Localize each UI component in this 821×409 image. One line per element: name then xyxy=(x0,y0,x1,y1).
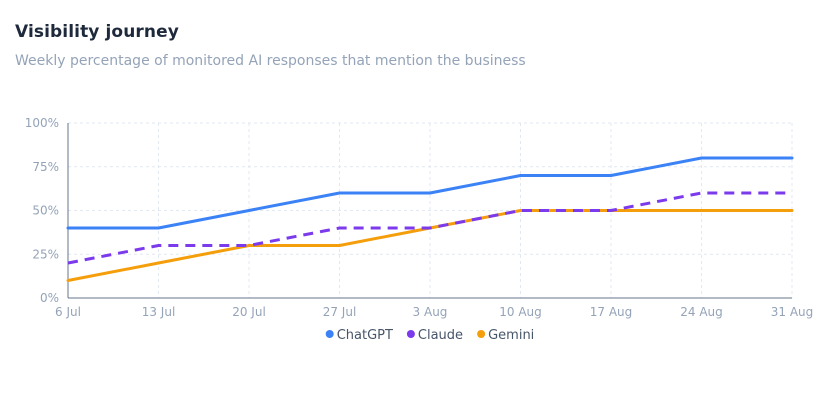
x-tick-label: 13 Jul xyxy=(142,305,176,319)
legend-marker xyxy=(406,330,415,338)
x-tick-label: 20 Jul xyxy=(232,305,266,319)
y-tick-label: 50% xyxy=(32,204,59,218)
x-tick-label: 27 Jul xyxy=(323,305,357,319)
legend-item-chatgpt[interactable]: ChatGPT xyxy=(325,328,393,343)
y-tick-label: 75% xyxy=(32,160,59,174)
x-tick-label: 10 Aug xyxy=(499,305,542,319)
x-tick-label: 17 Aug xyxy=(590,305,633,319)
series-lines xyxy=(66,156,794,282)
y-tick-labels: 0% 25% 50% 75% 100% xyxy=(25,116,59,305)
legend-label: Gemini xyxy=(488,328,534,343)
x-tick-labels: 6 Jul 13 Jul 20 Jul 27 Jul 3 Aug 10 Aug 17 Aug… xyxy=(55,305,813,319)
x-tick-label: 24 Aug xyxy=(680,305,723,319)
grid-lines xyxy=(68,122,793,298)
legend-item-gemini[interactable]: Gemini xyxy=(477,328,534,343)
legend-marker xyxy=(325,330,334,338)
axes xyxy=(67,123,792,299)
x-tick-label: 31 Aug xyxy=(771,305,814,319)
series-line-claude xyxy=(67,191,792,265)
chart-subtitle: Weekly percentage of monitored AI respon… xyxy=(15,53,526,69)
legend-label: ChatGPT xyxy=(337,328,393,343)
legend-item-claude[interactable]: Claude xyxy=(406,328,463,343)
chart-title: Visibility journey xyxy=(15,22,179,42)
x-tick-label: 3 Aug xyxy=(413,305,448,319)
legend-marker xyxy=(477,330,486,338)
legend: ChatGPT Claude Gemini xyxy=(325,328,534,343)
y-tick-label: 25% xyxy=(32,247,59,261)
y-tick-label: 0% xyxy=(40,291,59,305)
x-tick-label: 6 Jul xyxy=(55,305,81,319)
legend-label: Claude xyxy=(418,328,463,343)
y-tick-label: 100% xyxy=(25,116,59,130)
series-line-chatgpt xyxy=(66,156,794,230)
